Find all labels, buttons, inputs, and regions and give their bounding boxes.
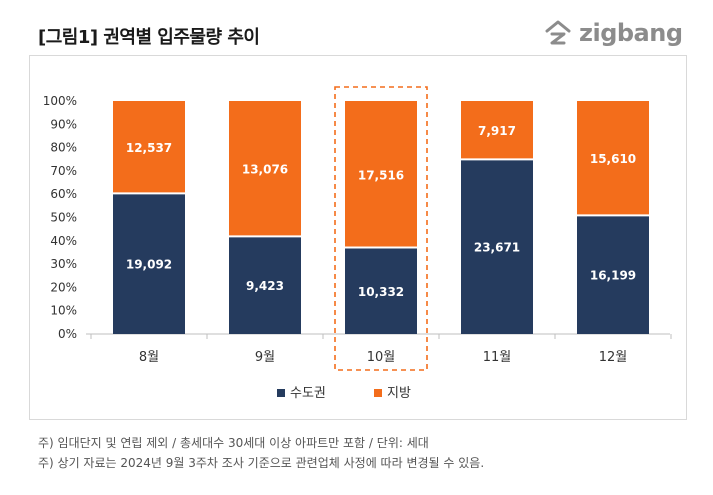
highlight-box-10월 (334, 86, 428, 371)
y-tick-label: 10% (50, 304, 77, 318)
bar-capital-4 (461, 159, 533, 334)
x-category-label: 10월 (367, 350, 396, 365)
legend-label-regional: 지방 (387, 386, 411, 401)
zigbang-logo-text: zigbang (579, 19, 683, 47)
data-label-regional: 15,610 (590, 152, 636, 166)
data-label-regional: 17,516 (358, 168, 404, 182)
x-category-label: 9월 (255, 350, 275, 365)
bar-capital-1 (113, 193, 185, 334)
footnote-1: 주) 임대단지 및 연립 제외 / 총세대수 30세대 이상 아파트만 포함 /… (38, 436, 429, 450)
y-tick-label: 80% (50, 141, 77, 155)
bar-capital-3 (345, 247, 417, 334)
x-category-label: 11월 (483, 350, 512, 365)
y-tick-label: 30% (50, 257, 77, 271)
page-title: [그림1] 권역별 입주물량 추이 (38, 27, 260, 48)
data-label-capital: 19,092 (126, 258, 172, 272)
stacked-bar-chart: 0% 10% 20% 30% 40% 50% 60% 70% 80% 90% 100% 19,092 1… (43, 86, 672, 401)
footnote-2: 주) 상기 자료는 2024년 9월 3주차 조사 기준으로 관련업체 사정에 … (38, 456, 485, 470)
footnotes: 주) 임대단지 및 연립 제외 / 총세대수 30세대 이상 아파트만 포함 /… (38, 433, 484, 473)
legend-swatch-capital (277, 389, 285, 397)
bar-regional-2 (229, 101, 301, 237)
y-tick-label: 50% (50, 211, 77, 225)
legend-label-capital: 수도권 (290, 386, 326, 401)
data-label-capital: 16,199 (590, 269, 636, 283)
y-tick-label: 90% (50, 117, 77, 131)
data-label-capital: 10,332 (358, 285, 404, 299)
bar-regional-5 (577, 101, 649, 216)
y-tick-label: 0% (58, 327, 77, 341)
y-tick-label: 40% (50, 234, 77, 248)
zigbang-logo: zigbang (543, 16, 683, 50)
y-tick-label: 60% (50, 187, 77, 201)
data-label-regional: 13,076 (242, 163, 288, 177)
chart-frame: 0% 10% 20% 30% 40% 50% 60% 70% 80% 90% 100% 19,092 1… (29, 55, 687, 420)
legend-swatch-regional (374, 389, 382, 397)
bar-capital-2 (229, 236, 301, 334)
bar-regional-1 (113, 101, 185, 194)
bar-capital-5 (577, 215, 649, 334)
zigbang-logo-icon (545, 20, 571, 45)
data-label-capital: 23,671 (474, 241, 520, 255)
y-tick-label: 100% (43, 94, 77, 108)
data-label-regional: 7,917 (478, 124, 516, 138)
bar-regional-4 (461, 101, 533, 160)
y-tick-label: 70% (50, 164, 77, 178)
data-label-capital: 9,423 (246, 279, 284, 293)
bar-regional-3 (345, 101, 417, 248)
x-category-label: 8월 (139, 350, 159, 365)
x-category-label: 12월 (599, 350, 628, 365)
data-label-regional: 12,537 (126, 141, 172, 155)
y-tick-label: 20% (50, 280, 77, 294)
